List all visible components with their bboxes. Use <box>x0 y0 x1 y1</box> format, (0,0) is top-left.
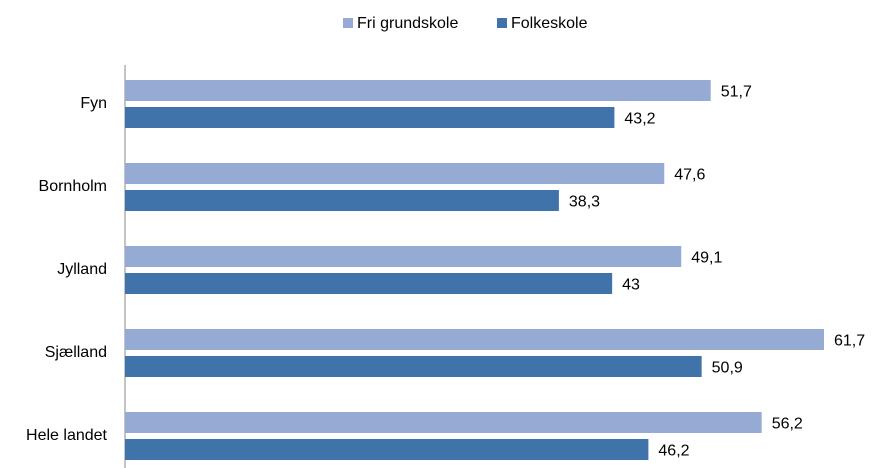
data-label: 49,1 <box>691 250 722 267</box>
bar <box>125 80 711 101</box>
bar <box>125 329 824 350</box>
data-label: 51,7 <box>721 84 752 101</box>
data-label: 56,2 <box>772 416 803 433</box>
y-tick-label: Bornholm <box>39 178 107 195</box>
legend-label: Folkeskole <box>511 15 588 32</box>
legend-swatch <box>497 18 507 28</box>
bar <box>125 412 762 433</box>
data-label: 61,7 <box>834 333 865 350</box>
legend-swatch <box>343 18 353 28</box>
bar <box>125 190 559 211</box>
bar <box>125 356 702 377</box>
bar <box>125 163 665 184</box>
data-label: 47,6 <box>674 167 705 184</box>
bar <box>125 273 613 294</box>
bar <box>125 107 615 128</box>
y-tick-label: Jylland <box>57 261 107 278</box>
data-label: 43 <box>622 277 640 294</box>
y-tick-label: Sjælland <box>45 344 107 361</box>
data-label: 43,2 <box>624 111 655 128</box>
y-tick-label: Fyn <box>80 95 107 112</box>
data-label: 38,3 <box>569 194 600 211</box>
y-tick-label: Hele landet <box>26 427 108 444</box>
legend-label: Fri grundskole <box>357 15 458 32</box>
data-label: 50,9 <box>712 360 743 377</box>
bar <box>125 246 682 267</box>
data-label: 46,2 <box>658 443 689 460</box>
bar <box>125 439 649 460</box>
